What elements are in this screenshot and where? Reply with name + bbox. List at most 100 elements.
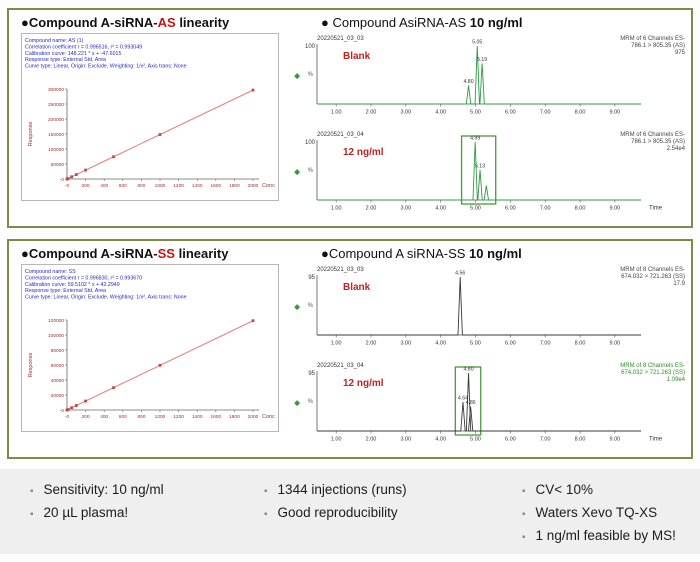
bullet-item: ▪ 1344 injections (runs) xyxy=(264,482,486,497)
title-text: Compound AsiRNA-AS xyxy=(328,15,470,30)
x-tick-label: 7.00 xyxy=(540,110,551,116)
as-linearity-section: ●Compound A-siRNA-AS linearity Compound … xyxy=(9,10,287,226)
x-tick-label: 1800 xyxy=(229,183,240,189)
y-max-label: 100 xyxy=(305,140,316,146)
panel-as: ●Compound A-siRNA-AS linearity Compound … xyxy=(7,8,693,228)
x-tick-label: 800 xyxy=(137,414,145,420)
y-max-label: 100 xyxy=(305,44,316,50)
y-unit-label: % xyxy=(308,72,314,78)
square-bullet-icon: ▪ xyxy=(522,532,526,543)
chromatogram-trace xyxy=(317,45,641,105)
as-blank-chromatogram: 20220521_03_03 MRM of 6 Channels ES-786.1… xyxy=(294,36,686,116)
peak-label: 4.56 xyxy=(455,271,465,277)
bullet-text: Sensitivity: 10 ng/ml xyxy=(43,482,164,497)
slide: ●Compound A-siRNA-AS linearity Compound … xyxy=(0,8,700,562)
peak-label: 4.64 xyxy=(458,396,468,402)
x-tick-label: 3.00 xyxy=(400,341,411,347)
chromatogram-trace xyxy=(317,372,641,432)
y-tick-label: 40000 xyxy=(51,378,65,384)
channel-annotation: 674.032 > 721.263 (SS) xyxy=(621,370,685,376)
bullet-text: 1 ng/ml feasible by MS! xyxy=(535,528,676,543)
x-tick-label: 7.00 xyxy=(540,206,551,212)
x-tick-label: 9.00 xyxy=(610,437,621,443)
run-label: 20220521_03_04 xyxy=(317,363,364,369)
channel-annotation: 975 xyxy=(675,50,686,56)
y-unit-label: % xyxy=(308,399,314,405)
chart-frame xyxy=(21,264,279,432)
footer-column-3: ▪ CV< 10% ▪ Waters Xevo TQ-XS ▪ 1 ng/ml fea… xyxy=(522,482,676,554)
x-tick-label: 4.00 xyxy=(435,341,446,347)
x-tick-label: 9.00 xyxy=(610,206,621,212)
square-bullet-icon: ▪ xyxy=(30,486,34,497)
y-tick-label: 300000 xyxy=(48,87,64,93)
x-tick-label: 2000 xyxy=(248,414,259,420)
bullet-text: Good reproducibility xyxy=(277,505,398,520)
stat-line: Response type: External Std, Area xyxy=(25,57,106,63)
x-tick-label: 2.00 xyxy=(366,206,377,212)
chromatogram-trace xyxy=(317,276,641,336)
x-tick-label: 1000 xyxy=(155,414,166,420)
chart-frame xyxy=(21,33,279,201)
time-axis-label: Time xyxy=(649,206,663,212)
channel-annotation: MRM of 6 Channels ES- xyxy=(620,36,685,42)
x-tick-label: -0 xyxy=(65,414,70,420)
channel-annotation: 17.9 xyxy=(673,281,685,287)
footer-column-2: ▪ 1344 injections (runs) ▪ Good reproducib… xyxy=(264,482,486,554)
as-chrom-title: ● Compound AsiRNA-AS 10 ng/ml xyxy=(287,13,687,32)
x-tick-label: 3.00 xyxy=(400,110,411,116)
x-tick-label: 4.00 xyxy=(435,206,446,212)
x-tick-label: 9.00 xyxy=(610,341,621,347)
sample-marker-icon xyxy=(294,304,301,311)
x-tick-label: 5.00 xyxy=(470,206,481,212)
peak-label: 5.05 xyxy=(472,40,482,46)
x-tick-label: 7.00 xyxy=(540,437,551,443)
peak-highlight-box xyxy=(454,366,482,436)
x-tick-label: 200 xyxy=(82,414,90,420)
peak-highlight-box xyxy=(460,135,497,205)
bullet-text: CV< 10% xyxy=(535,482,593,497)
bullet-text: Waters Xevo TQ-XS xyxy=(535,505,658,520)
run-label: 20220521_03_04 xyxy=(317,132,364,138)
x-tick-label: 8.00 xyxy=(575,437,586,443)
x-tick-label: 2.00 xyxy=(366,110,377,116)
channel-annotation: MRM of 8 Channels ES- xyxy=(620,363,685,369)
x-tick-label: 1600 xyxy=(210,414,221,420)
x-tick-label: 6.00 xyxy=(505,206,516,212)
square-bullet-icon: ▪ xyxy=(264,509,268,520)
channel-annotation: 786.1 > 805.35 (AS) xyxy=(631,43,685,49)
channel-annotation: MRM of 8 Channels ES- xyxy=(620,267,685,273)
summary-footer: ▪ Sensitivity: 10 ng/ml ▪ 20 µL plasma! ▪ 1… xyxy=(0,469,700,554)
run-label: 20220521_03_03 xyxy=(317,267,364,273)
y-max-label: 95 xyxy=(308,371,315,377)
y-tick-label: 120000 xyxy=(48,318,64,324)
peak-label: 4.80 xyxy=(463,367,473,373)
x-tick-label: 4.00 xyxy=(435,437,446,443)
x-tick-label: 5.00 xyxy=(470,110,481,116)
x-tick-label: 5.00 xyxy=(470,437,481,443)
y-axis-title: Response xyxy=(28,122,34,147)
as-chromatogram-section: ● Compound AsiRNA-AS 10 ng/ml 20220521_0… xyxy=(287,10,691,226)
x-tick-label: 8.00 xyxy=(575,110,586,116)
peak-label: 5.13 xyxy=(475,163,485,169)
square-bullet-icon: ▪ xyxy=(30,509,34,520)
x-tick-label: 1400 xyxy=(192,183,203,189)
bullet-item: ▪ 20 µL plasma! xyxy=(30,505,228,520)
ss-blank-chromatogram: 20220521_03_03 MRM of 8 Channels ES-674.0… xyxy=(294,267,686,347)
x-tick-label: 7.00 xyxy=(540,341,551,347)
as-12ngml-chromatogram: 20220521_03_04 MRM of 6 Channels ES-786.1… xyxy=(294,132,686,212)
stat-line: Response type: External Std, Area xyxy=(25,288,106,294)
x-tick-label: 1.00 xyxy=(331,110,342,116)
channel-annotation: 786.1 > 805.35 (AS) xyxy=(631,139,685,145)
x-tick-label: 6.00 xyxy=(505,110,516,116)
x-tick-label: 1800 xyxy=(229,414,240,420)
ss-chrom-title: ●Compound A siRNA-SS 10 ng/ml xyxy=(287,244,687,263)
calibration-point xyxy=(112,386,115,390)
y-tick-label: 20000 xyxy=(51,393,65,399)
sample-label: Blank xyxy=(343,282,371,293)
x-tick-label: 1.00 xyxy=(331,437,342,443)
bullet-icon: ● xyxy=(321,15,329,30)
square-bullet-icon: ▪ xyxy=(522,509,526,520)
x-tick-label: 8.00 xyxy=(575,206,586,212)
calibration-point xyxy=(84,399,87,403)
